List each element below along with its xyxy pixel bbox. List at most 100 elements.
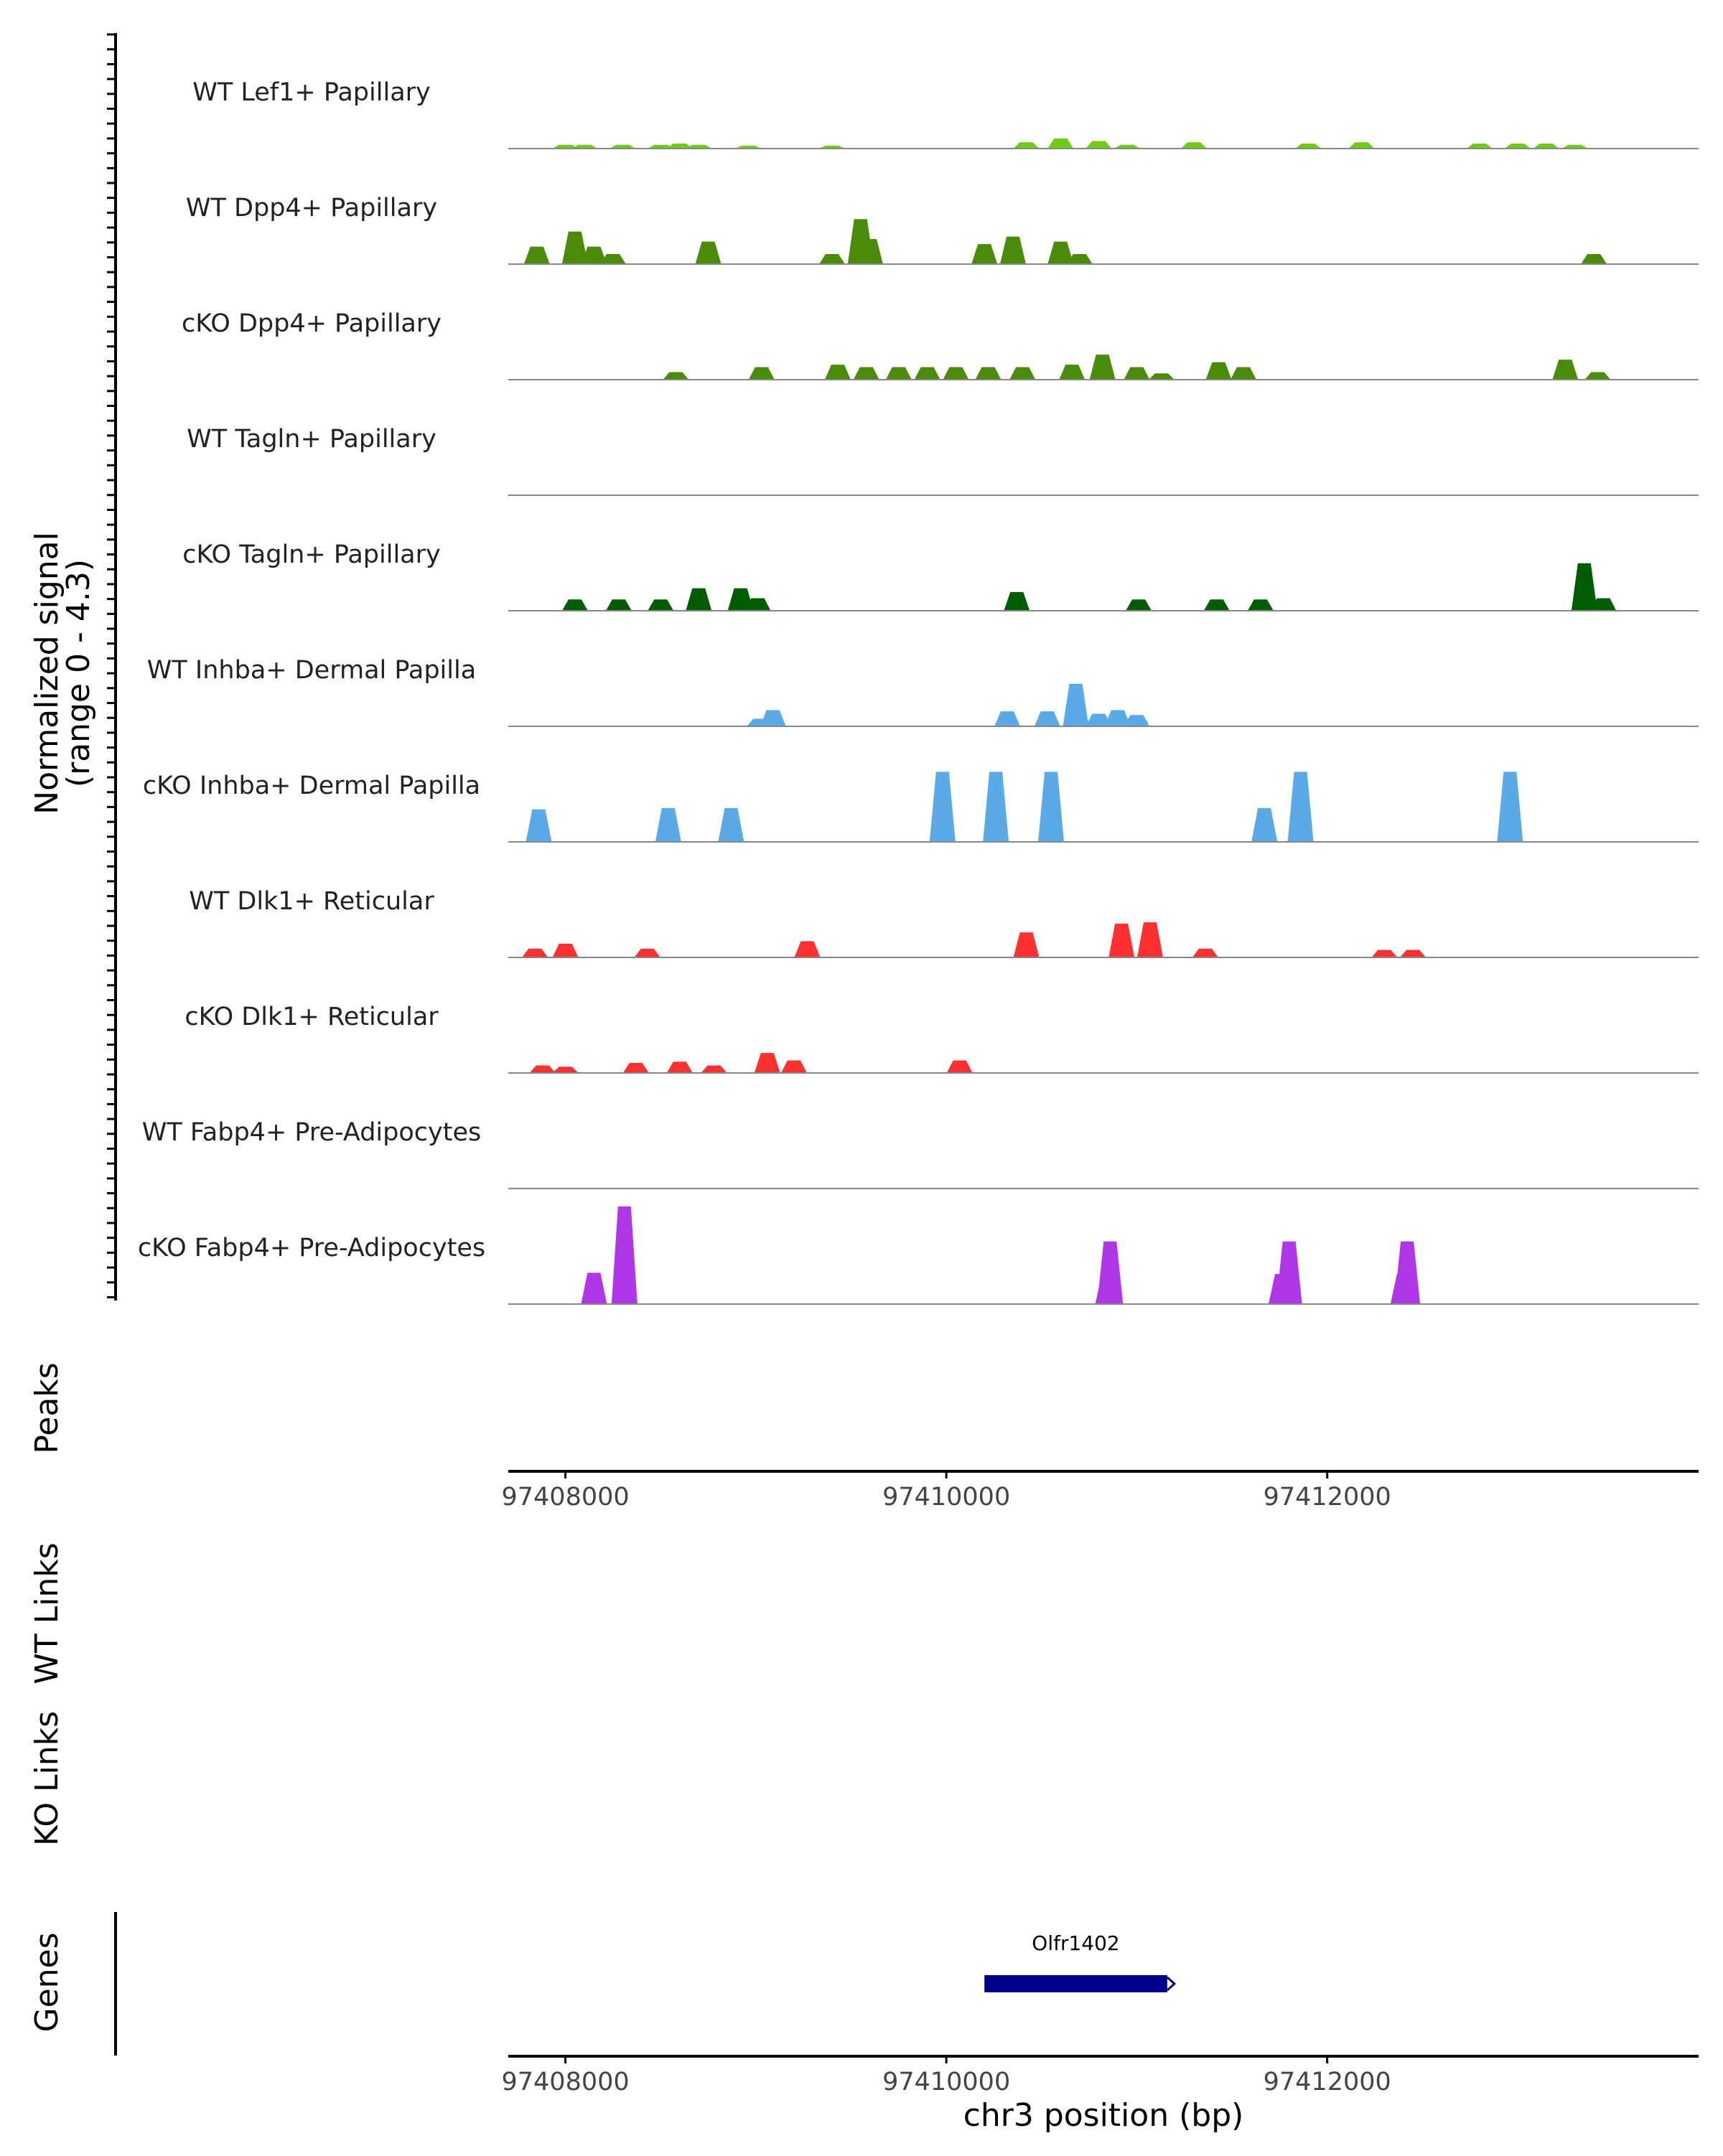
signal-peak-cko-dpp4-papillary-4 (885, 367, 912, 380)
signal-peak-cko-tagln-papillary-3 (686, 588, 712, 611)
signal-peak-cko-dpp4-papillary-2 (824, 365, 851, 380)
track-label-cko-dlk1-reticular: cKO Dlk1+ Reticular (185, 1003, 439, 1031)
y-ticks (107, 33, 116, 1298)
panel-wt-inhba-dermal-papilla: WT Inhba+ Dermal Papilla (147, 656, 1699, 727)
signal-peak-wt-lef1-papillary-7 (818, 145, 845, 149)
signal-peak-wt-inhba-dermal-papilla-2 (994, 711, 1021, 726)
gene-strand-arrow-olfr1402 (1166, 1976, 1177, 1992)
genes-x-tick-label-0: 97408000 (502, 2068, 630, 2096)
signal-peak-cko-dlk1-reticular-6 (780, 1060, 807, 1073)
peaks-x-tick-label-2: 97412000 (1264, 1483, 1391, 1511)
gene-track: Olfr1402 (984, 1931, 1177, 1992)
signal-peak-cko-tagln-papillary-5 (744, 598, 771, 611)
panel-wt-lef1-papillary: WT Lef1+ Papillary (192, 78, 1699, 149)
signal-peak-wt-dpp4-papillary-8 (971, 244, 998, 264)
signal-peak-wt-dpp4-papillary-3 (599, 254, 626, 264)
signal-peak-cko-tagln-papillary-6 (1004, 591, 1030, 611)
signal-peak-wt-inhba-dermal-papilla-4 (1063, 683, 1089, 726)
signal-peak-wt-dpp4-papillary-0 (523, 246, 550, 264)
panel-cko-fabp4-pre-adipocytes: cKO Fabp4+ Pre-Adipocytes (138, 1206, 1699, 1305)
signal-peak-cko-dpp4-papillary-8 (1009, 367, 1036, 380)
panel-cko-dpp4-papillary: cKO Dpp4+ Papillary (182, 309, 1699, 380)
signal-peak-wt-inhba-dermal-papilla-7 (1124, 715, 1150, 726)
signal-peak-cko-dpp4-papillary-14 (1230, 367, 1256, 380)
signal-peak-cko-inhba-dermal-papilla-8 (1497, 772, 1523, 842)
signal-peak-wt-lef1-papillary-12 (1181, 142, 1208, 149)
signal-peak-wt-lef1-papillary-2 (610, 144, 636, 149)
signal-peak-cko-tagln-papillary-11 (1590, 598, 1617, 611)
panel-cko-dlk1-reticular: cKO Dlk1+ Reticular (185, 1003, 1699, 1074)
signal-peak-cko-tagln-papillary-4 (727, 588, 754, 611)
signal-peak-wt-dlk1-reticular-4 (1013, 932, 1040, 957)
track-label-cko-inhba-dermal-papilla: cKO Inhba+ Dermal Papilla (143, 772, 480, 800)
signal-peak-cko-dpp4-papillary-12 (1148, 373, 1175, 380)
signal-peak-cko-fabp4-pre-adipocytes-3 (1097, 1241, 1124, 1304)
signal-peak-wt-lef1-papillary-5 (686, 144, 712, 149)
signal-peak-cko-tagln-papillary-1 (605, 599, 632, 611)
track-label-cko-dpp4-papillary: cKO Dpp4+ Papillary (182, 309, 442, 338)
signal-peak-wt-dlk1-reticular-7 (1192, 948, 1218, 957)
signal-peak-wt-lef1-papillary-16 (1504, 144, 1531, 149)
gene-body-olfr1402 (984, 1975, 1167, 1992)
signal-peak-cko-dpp4-papillary-15 (1552, 360, 1579, 380)
signal-peak-wt-inhba-dermal-papilla-3 (1034, 711, 1060, 726)
panel-cko-tagln-papillary: cKO Tagln+ Papillary (182, 540, 1699, 611)
signal-peak-cko-fabp4-pre-adipocytes-1 (611, 1206, 638, 1304)
signal-peak-wt-inhba-dermal-papilla-6 (1104, 710, 1131, 726)
signal-peak-cko-dpp4-papillary-13 (1205, 362, 1232, 380)
x-axis-label: chr3 position (bp) (963, 2097, 1244, 2134)
signal-peak-cko-inhba-dermal-papilla-4 (983, 772, 1009, 842)
signal-peak-cko-tagln-papillary-7 (1126, 599, 1152, 611)
signal-peak-cko-dlk1-reticular-1 (552, 1067, 579, 1073)
genes-x-axis-ticks: 97408000 97410000 97412000 (502, 2056, 1391, 2096)
signal-peak-cko-dpp4-papillary-5 (914, 367, 940, 380)
signal-peak-wt-dlk1-reticular-9 (1400, 950, 1427, 957)
signal-peak-wt-dpp4-papillary-5 (818, 254, 845, 264)
signal-peak-cko-tagln-papillary-2 (648, 599, 674, 611)
signal-peak-wt-dlk1-reticular-1 (552, 943, 579, 957)
signal-peak-wt-lef1-papillary-15 (1466, 144, 1493, 149)
signal-peak-wt-lef1-papillary-6 (735, 145, 762, 149)
signal-peak-wt-dlk1-reticular-8 (1371, 950, 1398, 957)
peaks-x-axis-ticks: 97408000 97410000 97412000 (502, 1471, 1391, 1511)
signal-peak-cko-dpp4-papillary-3 (853, 367, 879, 380)
signal-peak-cko-dlk1-reticular-0 (529, 1065, 556, 1073)
track-label-wt-inhba-dermal-papilla: WT Inhba+ Dermal Papilla (147, 656, 476, 685)
signal-peak-cko-inhba-dermal-papilla-7 (1287, 772, 1314, 842)
signal-peak-wt-lef1-papillary-0 (552, 144, 579, 149)
signal-peak-wt-dlk1-reticular-2 (634, 948, 660, 957)
signal-peak-cko-fabp4-pre-adipocytes-0 (581, 1272, 607, 1304)
signal-peak-wt-dpp4-papillary-9 (999, 236, 1026, 264)
signal-peak-cko-tagln-papillary-8 (1203, 599, 1230, 611)
signal-peak-cko-inhba-dermal-papilla-3 (929, 772, 956, 842)
wt-links-track-label: WT Links (29, 1542, 65, 1684)
peaks-track-label: Peaks (29, 1362, 65, 1453)
signal-peak-wt-dpp4-papillary-11 (1066, 254, 1093, 264)
signal-peak-cko-dlk1-reticular-3 (666, 1061, 693, 1073)
signal-peak-cko-fabp4-pre-adipocytes-5 (1276, 1241, 1302, 1304)
signal-peak-cko-dpp4-papillary-9 (1059, 365, 1085, 380)
signal-peak-cko-inhba-dermal-papilla-1 (655, 807, 681, 842)
signal-peak-wt-lef1-papillary-9 (1047, 139, 1074, 149)
signal-peak-wt-dpp4-papillary-2 (581, 246, 607, 264)
signal-peak-cko-dpp4-papillary-6 (943, 367, 969, 380)
gene-label-olfr1402: Olfr1402 (1032, 1931, 1119, 1955)
ko-links-track-label: KO Links (29, 1711, 65, 1846)
signal-peak-wt-lef1-papillary-8 (1013, 142, 1040, 149)
panel-cko-inhba-dermal-papilla: cKO Inhba+ Dermal Papilla (143, 772, 1699, 843)
signal-peak-cko-dpp4-papillary-11 (1124, 367, 1150, 380)
track-label-wt-tagln-papillary: WT Tagln+ Papillary (187, 425, 436, 454)
signal-peak-cko-tagln-papillary-9 (1247, 599, 1274, 611)
signal-peak-cko-dlk1-reticular-7 (946, 1060, 973, 1073)
signal-peak-wt-dpp4-papillary-1 (561, 231, 588, 264)
track-label-wt-lef1-papillary: WT Lef1+ Papillary (192, 78, 431, 107)
signal-peak-wt-lef1-papillary-4 (666, 144, 693, 149)
track-label-cko-tagln-papillary: cKO Tagln+ Papillary (182, 540, 441, 569)
signal-peak-cko-dpp4-papillary-10 (1089, 355, 1116, 380)
signal-peak-wt-dpp4-papillary-12 (1581, 254, 1607, 264)
track-label-wt-fabp4-pre-adipocytes: WT Fabp4+ Pre-Adipocytes (142, 1118, 481, 1147)
genes-x-tick-label-1: 97410000 (882, 2068, 1010, 2096)
signal-peak-wt-dlk1-reticular-6 (1136, 922, 1163, 957)
